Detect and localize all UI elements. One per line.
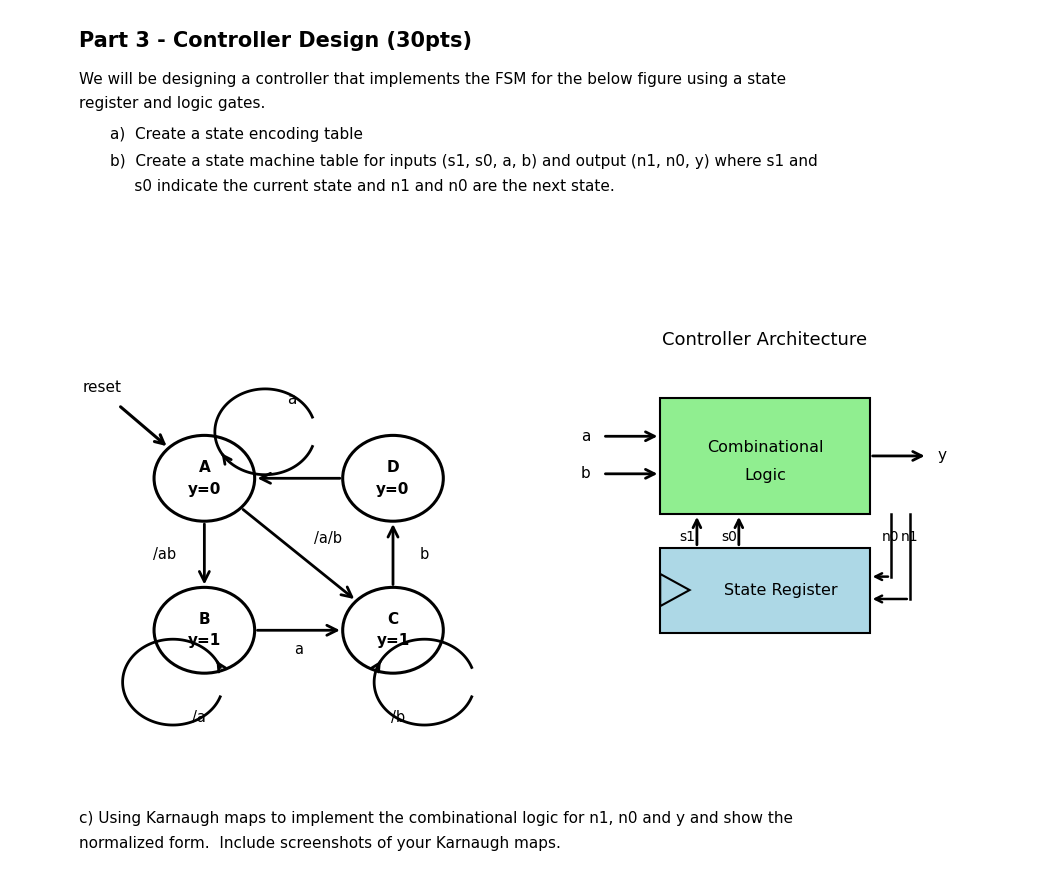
Text: b)  Create a state machine table for inputs (s1, s0, a, b) and output (n1, n0, y: b) Create a state machine table for inpu… xyxy=(110,154,817,169)
FancyBboxPatch shape xyxy=(660,547,870,633)
Text: y=1: y=1 xyxy=(376,634,410,648)
Text: State Register: State Register xyxy=(724,583,837,597)
Text: Logic: Logic xyxy=(744,468,786,483)
Text: Combinational: Combinational xyxy=(706,440,824,454)
Text: b: b xyxy=(581,467,590,481)
Text: a: a xyxy=(287,392,296,407)
Text: b: b xyxy=(420,547,429,561)
Text: n0: n0 xyxy=(882,530,899,544)
Text: y: y xyxy=(938,449,947,463)
FancyBboxPatch shape xyxy=(660,398,870,514)
Text: y=0: y=0 xyxy=(376,482,410,496)
Text: register and logic gates.: register and logic gates. xyxy=(79,96,265,111)
Text: reset: reset xyxy=(82,380,122,394)
Text: /b: /b xyxy=(391,711,406,725)
Text: y=0: y=0 xyxy=(188,482,221,496)
Text: a: a xyxy=(581,429,590,443)
Text: a: a xyxy=(294,643,303,657)
Text: s1: s1 xyxy=(679,530,695,544)
Text: B: B xyxy=(198,612,211,627)
Text: s0: s0 xyxy=(721,530,737,544)
Text: /a: /a xyxy=(192,711,206,725)
Text: C: C xyxy=(388,612,398,627)
Text: c) Using Karnaugh maps to implement the combinational logic for n1, n0 and y and: c) Using Karnaugh maps to implement the … xyxy=(79,811,792,826)
Polygon shape xyxy=(660,574,690,606)
Text: n1: n1 xyxy=(901,530,918,544)
Text: Controller Architecture: Controller Architecture xyxy=(662,331,868,349)
Text: /ab: /ab xyxy=(153,547,176,561)
Text: a)  Create a state encoding table: a) Create a state encoding table xyxy=(110,127,363,142)
Text: Part 3 - Controller Design (30pts): Part 3 - Controller Design (30pts) xyxy=(79,31,472,51)
Text: y=1: y=1 xyxy=(188,634,221,648)
Text: /a/b: /a/b xyxy=(314,531,342,545)
Text: D: D xyxy=(387,460,399,475)
Text: We will be designing a controller that implements the FSM for the below figure u: We will be designing a controller that i… xyxy=(79,72,786,87)
Text: s0 indicate the current state and n1 and n0 are the next state.: s0 indicate the current state and n1 and… xyxy=(110,179,615,194)
Text: A: A xyxy=(198,460,211,475)
Text: normalized form.  Include screenshots of your Karnaugh maps.: normalized form. Include screenshots of … xyxy=(79,836,561,851)
